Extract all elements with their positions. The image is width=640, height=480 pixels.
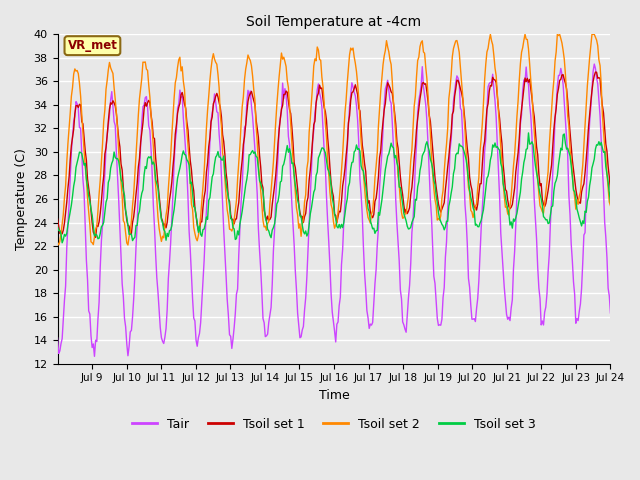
- Legend: Tair, Tsoil set 1, Tsoil set 2, Tsoil set 3: Tair, Tsoil set 1, Tsoil set 2, Tsoil se…: [127, 413, 541, 436]
- Text: VR_met: VR_met: [67, 39, 117, 52]
- X-axis label: Time: Time: [319, 389, 349, 402]
- Y-axis label: Temperature (C): Temperature (C): [15, 148, 28, 250]
- Title: Soil Temperature at -4cm: Soil Temperature at -4cm: [246, 15, 422, 29]
